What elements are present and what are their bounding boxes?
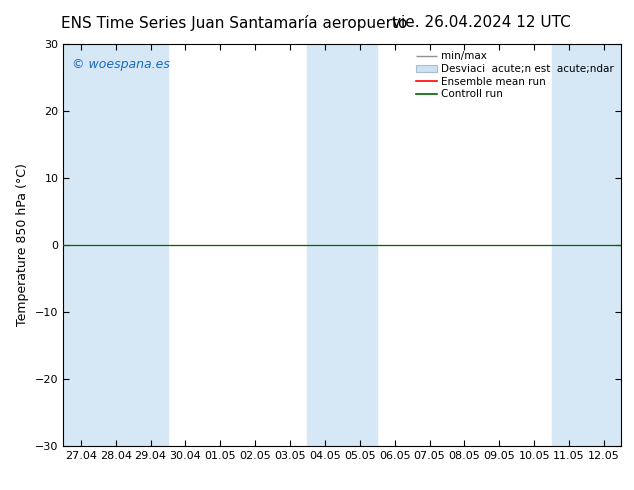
Bar bbox=[307, 44, 377, 446]
Bar bbox=[63, 44, 168, 446]
Text: © woespana.es: © woespana.es bbox=[72, 58, 170, 71]
Bar bbox=[552, 44, 621, 446]
Y-axis label: Temperature 850 hPa (°C): Temperature 850 hPa (°C) bbox=[16, 164, 30, 326]
Text: ENS Time Series Juan Santamaría aeropuerto: ENS Time Series Juan Santamaría aeropuer… bbox=[61, 15, 408, 31]
Text: vie. 26.04.2024 12 UTC: vie. 26.04.2024 12 UTC bbox=[392, 15, 571, 30]
Legend: min/max, Desviaci  acute;n est  acute;ndar, Ensemble mean run, Controll run: min/max, Desviaci acute;n est acute;ndar… bbox=[412, 47, 618, 103]
